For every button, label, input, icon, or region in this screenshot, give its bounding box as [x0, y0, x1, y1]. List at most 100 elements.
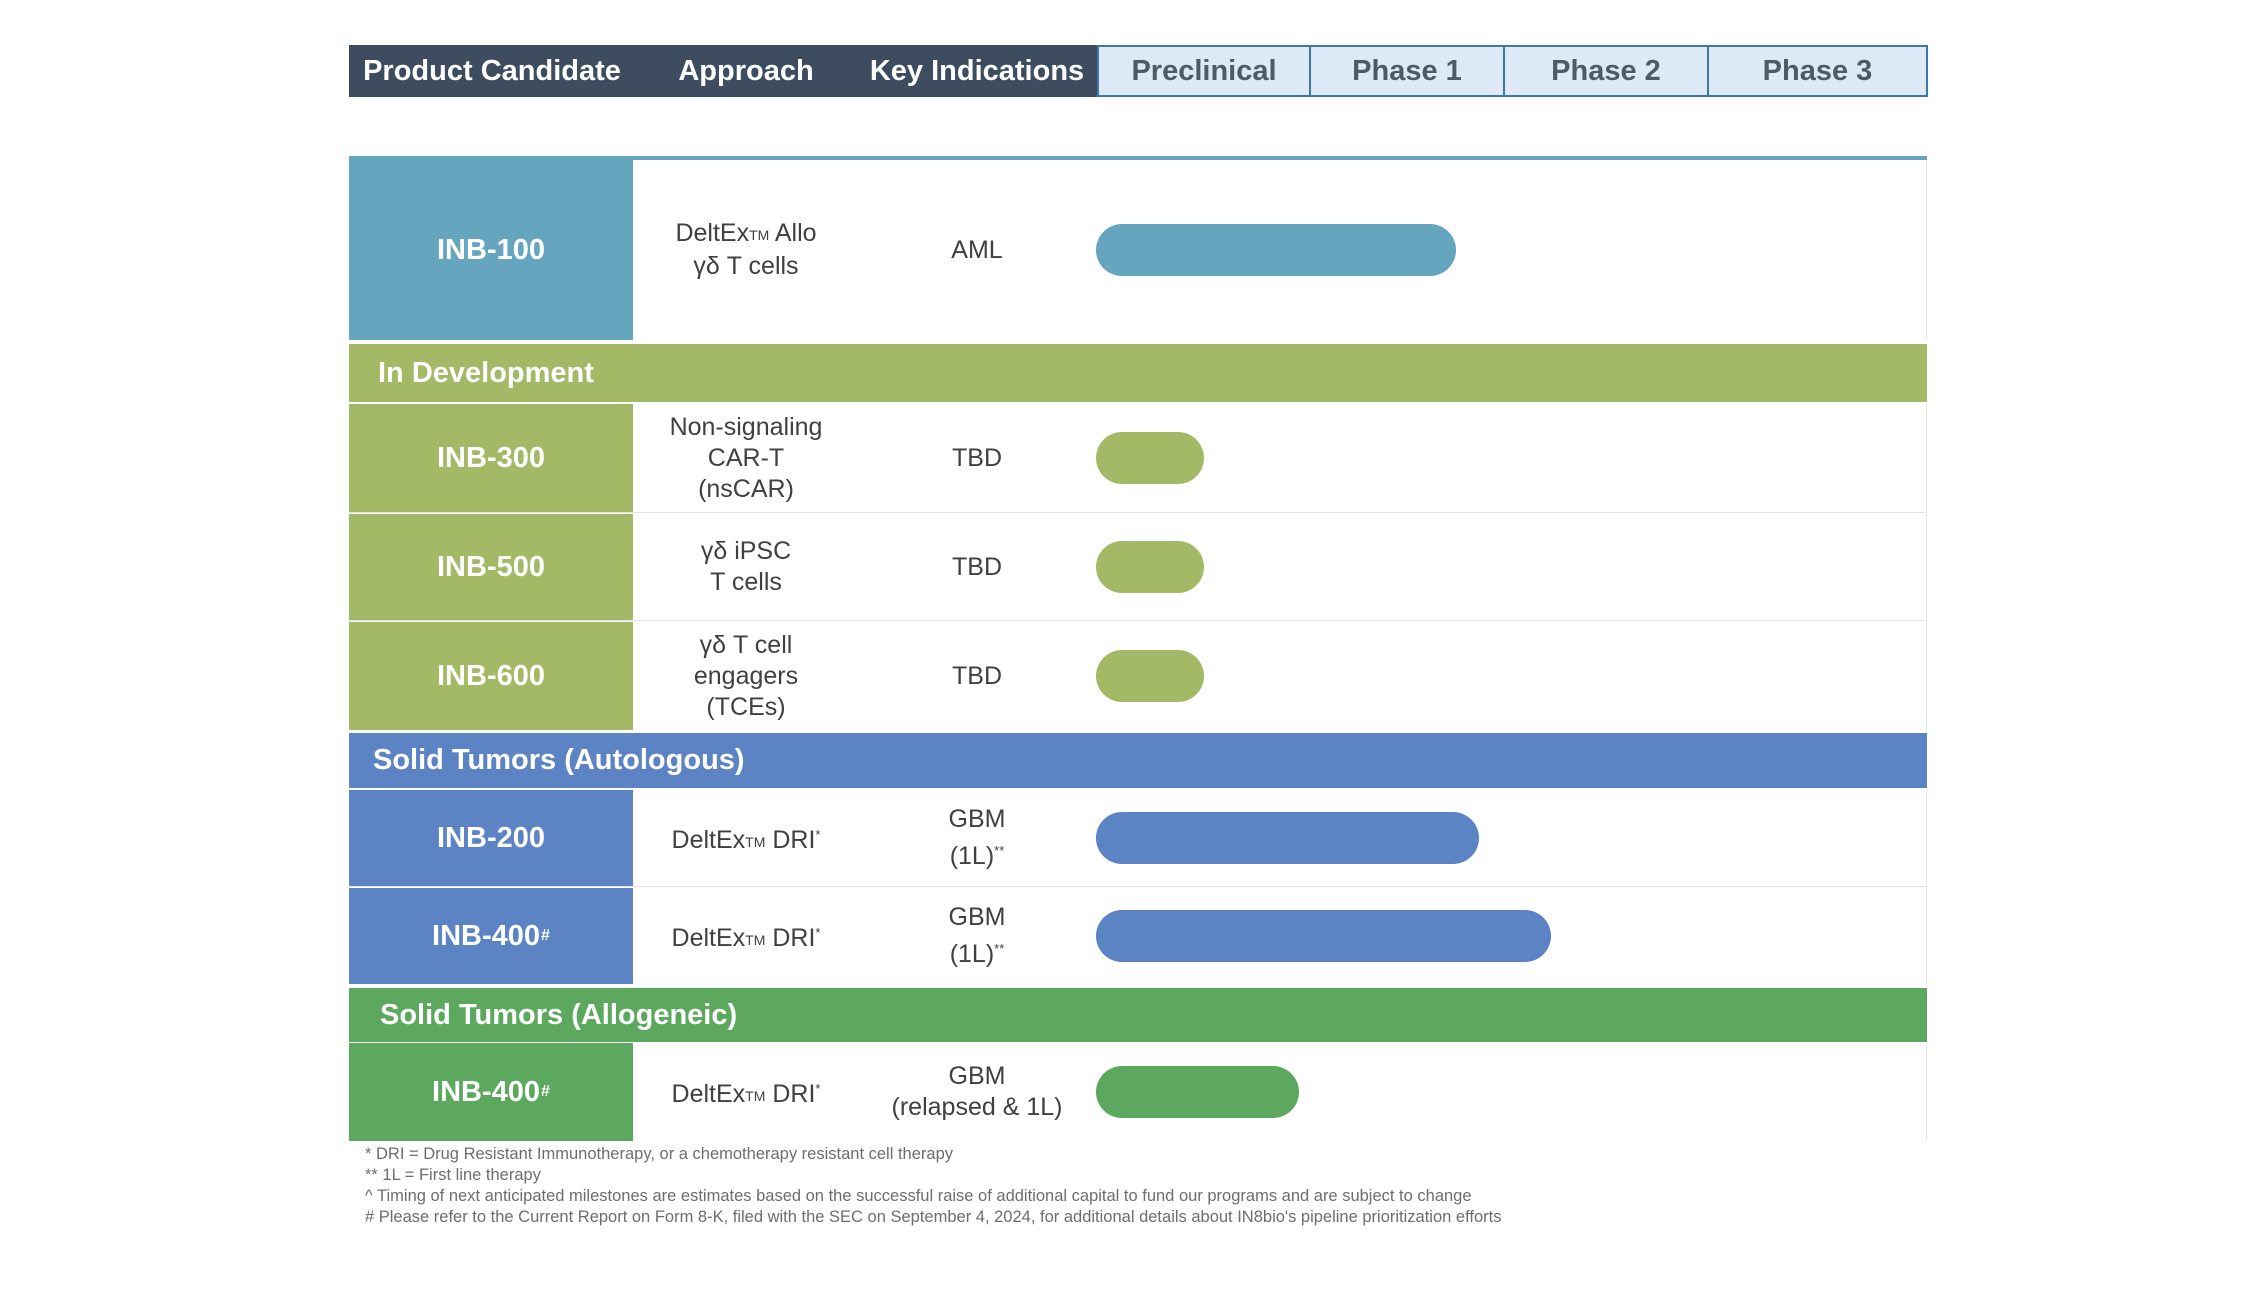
candidate-footnote-mark: # [541, 1083, 550, 1100]
product-candidate-cell: INB-400 # [349, 1043, 633, 1141]
approach-cell: DeltExTM Allo γδ T cells [635, 160, 857, 340]
approach-cell: γδ iPSC T cells [635, 514, 857, 620]
trademark-mark: TM [745, 833, 766, 850]
column-header-phase-2: Phase 2 [1503, 45, 1709, 97]
approach-cell: DeltExTM DRI* [635, 1043, 857, 1141]
indication-line: TBD [952, 443, 1002, 472]
phase-progress-bar [1096, 432, 1204, 484]
key-indication-cell: TBD [857, 404, 1097, 512]
footnote: # Please refer to the Current Report on … [365, 1208, 1502, 1226]
approach-line: γδ T cell [699, 630, 793, 659]
row-divider [349, 886, 1927, 887]
approach-brand: DeltEx [671, 923, 746, 952]
candidate-name: INB-600 [437, 659, 545, 692]
footnotes: * DRI = Drug Resistant Immunotherapy, or… [365, 1144, 1501, 1228]
approach-text: DRI [765, 923, 816, 952]
indication-line: GBM [948, 1062, 1006, 1090]
product-candidate-cell: INB-600 [349, 622, 633, 730]
indication-line: AML [951, 235, 1003, 264]
phase-progress-bar [1096, 541, 1204, 593]
approach-brand: DeltEx [671, 1079, 746, 1108]
approach-line: Non-signaling [669, 412, 823, 441]
footnote: ** 1L = First line therapy [365, 1166, 541, 1184]
indication-line: TBD [952, 661, 1002, 690]
approach-line: γδ T cells [693, 252, 799, 280]
column-header-preclinical: Preclinical [1097, 45, 1311, 97]
section-title: Solid Tumors (Allogeneic) [380, 998, 738, 1031]
approach-brand: DeltEx [671, 825, 746, 854]
key-indication-cell: TBD [857, 622, 1097, 730]
approach-cell: Non-signaling CAR-T (nsCAR) [635, 404, 857, 512]
indication-line: (relapsed & 1L) [891, 1093, 1063, 1121]
section-title: Solid Tumors (Autologous) [373, 744, 745, 776]
approach-footnote-mark: * [815, 1080, 821, 1096]
trademark-mark: TM [745, 931, 766, 948]
section-header: Solid Tumors (Allogeneic) [349, 988, 1927, 1042]
approach-cell: DeltExTM DRI* [635, 790, 857, 886]
trademark-mark: TM [745, 1087, 766, 1104]
approach-text: DRI [765, 1079, 816, 1108]
column-header-product-candidate: Product Candidate [349, 45, 635, 97]
approach-line: DeltExTM DRI* [672, 1073, 821, 1112]
approach-text: Allo [769, 219, 817, 247]
approach-text: DRI [765, 825, 816, 854]
approach-footnote-mark: * [815, 826, 821, 842]
trademark-mark: TM [749, 227, 770, 243]
approach-line: (TCEs) [706, 692, 786, 721]
candidate-name: INB-200 [437, 821, 545, 854]
key-indication-cell: GBM (1L)** [857, 790, 1097, 886]
candidate-name: INB-400 [432, 919, 541, 952]
candidate-name: INB-300 [437, 441, 545, 474]
footnote: * DRI = Drug Resistant Immunotherapy, or… [365, 1145, 953, 1163]
approach-footnote-mark: * [815, 924, 821, 940]
indication-text: (1L) [949, 940, 995, 968]
key-indication-cell: GBM (relapsed & 1L) [857, 1043, 1097, 1141]
phase-progress-bar [1096, 1066, 1300, 1118]
section-header: Solid Tumors (Autologous) [349, 733, 1927, 788]
indication-text: (1L) [949, 842, 995, 870]
row-divider [349, 620, 1927, 621]
product-candidate-cell: INB-500 [349, 514, 633, 620]
indication-line: GBM [948, 903, 1006, 931]
phase-progress-bar [1096, 224, 1456, 276]
approach-brand: DeltEx [675, 219, 750, 247]
section-header: In Development [349, 344, 1927, 402]
key-indication-cell: TBD [857, 514, 1097, 620]
column-header-phase-1: Phase 1 [1309, 45, 1505, 97]
phase-progress-bar [1096, 650, 1204, 702]
indication-footnote-mark: ** [994, 941, 1005, 956]
section-title: In Development [378, 356, 594, 389]
candidate-name: INB-500 [437, 550, 545, 583]
footnote: ^ Timing of next anticipated milestones … [365, 1187, 1472, 1205]
key-indication-cell: AML [857, 160, 1097, 340]
column-header-key-indications: Key Indications [857, 45, 1097, 97]
approach-line: (nsCAR) [698, 474, 794, 503]
phase-progress-bar [1096, 812, 1479, 864]
approach-line: engagers [693, 661, 799, 690]
approach-cell: γδ T cell engagers (TCEs) [635, 622, 857, 730]
row-divider [349, 512, 1927, 513]
indication-line: (1L)** [950, 933, 1005, 970]
product-candidate-cell: INB-100 [349, 160, 633, 340]
phase-progress-bar [1096, 910, 1551, 962]
indication-line: TBD [952, 552, 1002, 581]
indication-line: (1L)** [950, 835, 1005, 872]
column-header-approach: Approach [635, 45, 857, 97]
approach-line: γδ iPSC [700, 537, 792, 565]
approach-cell: DeltExTM DRI* [635, 888, 857, 984]
approach-line: T cells [710, 568, 782, 596]
product-candidate-cell: INB-300 [349, 404, 633, 512]
candidate-name: INB-400 [432, 1075, 541, 1108]
key-indication-cell: GBM (1L)** [857, 888, 1097, 984]
product-candidate-cell: INB-400 # [349, 888, 633, 984]
indication-footnote-mark: ** [994, 843, 1005, 858]
approach-line: DeltExTM DRI* [672, 819, 821, 858]
candidate-name: INB-100 [437, 233, 545, 266]
approach-line: DeltExTM DRI* [672, 917, 821, 956]
indication-line: GBM [948, 805, 1006, 833]
approach-line: DeltExTM Allo [675, 218, 816, 251]
approach-line: CAR-T [707, 443, 785, 472]
product-candidate-cell: INB-200 [349, 790, 633, 886]
candidate-footnote-mark: # [541, 927, 550, 944]
